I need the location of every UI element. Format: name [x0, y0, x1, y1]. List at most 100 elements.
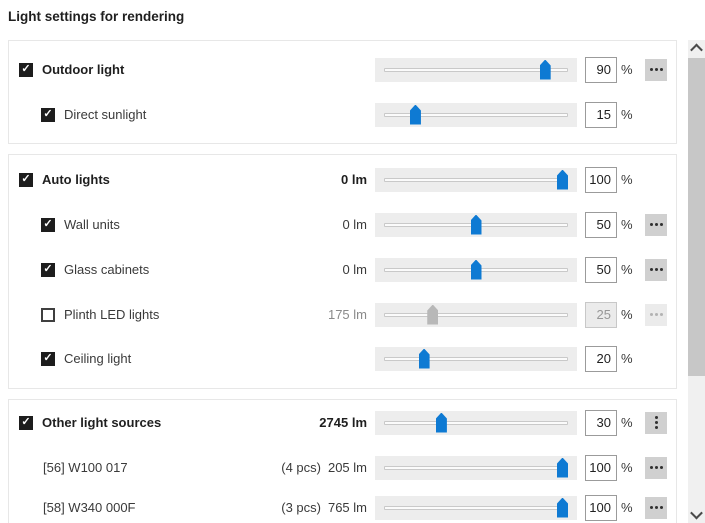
vertical-scrollbar[interactable] — [688, 40, 705, 523]
slider-track — [384, 505, 568, 510]
auto-lights-value-input[interactable] — [585, 166, 617, 193]
light-58-w340-000f-value-input[interactable] — [585, 494, 617, 521]
percent-label: % — [621, 217, 633, 232]
lumens-value: 2745 lm — [319, 415, 367, 430]
lumens-value: 765 lm — [327, 500, 367, 515]
lumens-label: 2745 lm — [161, 415, 367, 430]
slider-thumb[interactable] — [409, 104, 421, 125]
plinth-led-lights-slider[interactable] — [375, 302, 577, 327]
slider-thumb[interactable] — [427, 304, 439, 325]
slider-track — [384, 465, 568, 470]
light-56-w100-017-label: [56] W100 017 — [43, 460, 128, 475]
slider-thumb[interactable] — [435, 412, 447, 433]
glass-cabinets-options-button[interactable] — [645, 258, 667, 281]
options-button-slot — [645, 169, 667, 191]
glass-cabinets-slider[interactable] — [375, 257, 577, 282]
kebab-menu-icon — [654, 416, 658, 429]
slider-thumb[interactable] — [470, 259, 482, 280]
percent-label: % — [621, 415, 633, 430]
slider-thumb[interactable] — [539, 59, 551, 80]
percent-label: % — [621, 460, 633, 475]
light-56-w100-017-options-button[interactable] — [645, 456, 667, 479]
plinth-led-lights-value-input[interactable] — [585, 301, 617, 328]
auto-lights-checkbox[interactable] — [19, 172, 33, 187]
other-light-sources-checkbox[interactable] — [19, 415, 33, 430]
outdoor-light-label: Outdoor light — [42, 62, 125, 77]
pcs-count-label: (3 pcs) — [281, 500, 321, 515]
slider-thumb[interactable] — [470, 214, 482, 235]
other-light-sources-slider[interactable] — [375, 410, 577, 435]
wall-units-value-input[interactable] — [585, 211, 617, 238]
ellipsis-icon — [649, 68, 663, 71]
plinth-led-lights-checkbox[interactable] — [41, 307, 55, 322]
section-other-light-sources: Other light sources 2745 lm% [56] W100 017… — [8, 399, 677, 523]
outdoor-light-row: Outdoor light% — [9, 47, 676, 92]
scrollbar-thumb[interactable] — [688, 58, 705, 376]
percent-label: % — [621, 307, 633, 322]
direct-sunlight-value-input[interactable] — [585, 101, 617, 128]
auto-lights-row: Auto lights 0 lm% — [9, 157, 676, 202]
ellipsis-icon — [649, 506, 663, 509]
wall-units-checkbox[interactable] — [41, 217, 55, 232]
slider-thumb[interactable] — [557, 169, 568, 190]
slider-thumb[interactable] — [418, 348, 430, 369]
other-light-sources-row: Other light sources 2745 lm% — [9, 400, 676, 445]
options-button-slot — [645, 496, 667, 519]
chevron-down-icon — [690, 506, 703, 520]
direct-sunlight-slider[interactable] — [375, 102, 577, 127]
ceiling-light-checkbox[interactable] — [41, 351, 55, 366]
wall-units-options-button[interactable] — [645, 213, 667, 236]
options-button-slot — [645, 348, 667, 370]
outdoor-light-slider[interactable] — [375, 57, 577, 82]
other-light-sources-options-button[interactable] — [645, 411, 667, 434]
lumens-label: (4 pcs) 205 lm — [128, 460, 367, 475]
lumens-label: 0 lm — [110, 172, 367, 187]
lumens-label: 0 lm — [149, 262, 367, 277]
plinth-led-lights-options-button[interactable] — [645, 303, 667, 326]
ellipsis-icon — [649, 313, 663, 316]
light-58-w340-000f-options-button[interactable] — [645, 496, 667, 519]
slider-thumb[interactable] — [557, 457, 568, 478]
ellipsis-icon — [649, 466, 663, 469]
auto-lights-slider[interactable] — [375, 167, 577, 192]
percent-label: % — [621, 262, 633, 277]
wall-units-slider[interactable] — [375, 212, 577, 237]
outdoor-light-checkbox[interactable] — [19, 62, 33, 77]
slider-thumb[interactable] — [557, 497, 568, 518]
wall-units-label: Wall units — [64, 217, 120, 232]
light-58-w340-000f-slider[interactable] — [375, 495, 577, 520]
ceiling-light-row: Ceiling light% — [9, 336, 676, 381]
ceiling-light-slider[interactable] — [375, 346, 577, 371]
percent-label: % — [621, 500, 633, 515]
light-56-w100-017-slider[interactable] — [375, 455, 577, 480]
light-56-w100-017-value-input[interactable] — [585, 454, 617, 481]
slider-track — [384, 112, 568, 117]
slider-track — [384, 420, 568, 425]
options-button-slot — [645, 58, 667, 81]
glass-cabinets-value-input[interactable] — [585, 256, 617, 283]
glass-cabinets-checkbox[interactable] — [41, 262, 55, 277]
light-58-w340-000f-row: [58] W340 000F (3 pcs) 765 lm% — [9, 485, 676, 523]
outdoor-light-options-button[interactable] — [645, 58, 667, 81]
plinth-led-lights-row: Plinth LED lights 175 lm% — [9, 292, 676, 337]
options-button-slot — [645, 303, 667, 326]
percent-label: % — [621, 172, 633, 187]
ceiling-light-value-input[interactable] — [585, 345, 617, 372]
chevron-up-icon — [690, 43, 703, 57]
plinth-led-lights-label: Plinth LED lights — [64, 307, 160, 322]
slider-track — [384, 177, 568, 182]
other-light-sources-value-input[interactable] — [585, 409, 617, 436]
outdoor-light-value-input[interactable] — [585, 56, 617, 83]
ellipsis-icon — [649, 268, 663, 271]
slider-track — [384, 312, 568, 317]
scroll-down-button[interactable] — [688, 506, 705, 523]
lumens-label: (3 pcs) 765 lm — [136, 500, 367, 515]
scroll-up-button[interactable] — [688, 40, 705, 57]
auto-lights-label: Auto lights — [42, 172, 110, 187]
slider-track — [384, 67, 568, 72]
direct-sunlight-checkbox[interactable] — [41, 107, 55, 122]
lumens-value: 175 lm — [327, 307, 367, 322]
slider-track — [384, 356, 568, 361]
glass-cabinets-row: Glass cabinets 0 lm% — [9, 247, 676, 292]
